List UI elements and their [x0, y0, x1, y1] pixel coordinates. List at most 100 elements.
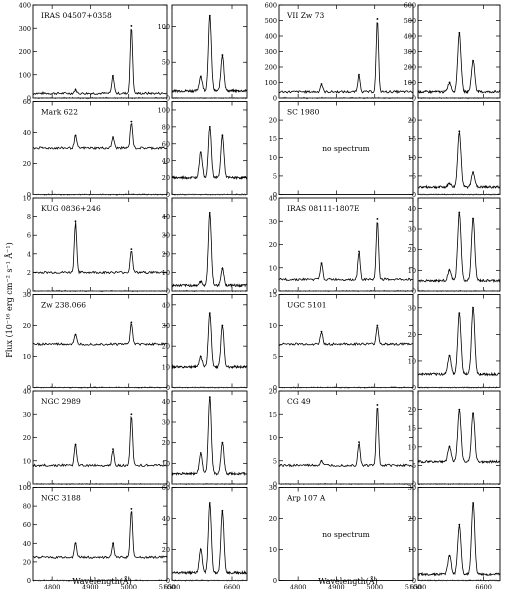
line-peak-point	[199, 355, 202, 358]
residual-line	[171, 482, 248, 486]
y-tick-label: 300	[19, 25, 31, 33]
line-peak-point	[199, 452, 202, 454]
panel-frame	[171, 390, 248, 485]
spectrum-line	[278, 222, 414, 282]
spectrum-line	[417, 211, 501, 284]
y-tick-label: 20	[23, 160, 31, 168]
line-peak-point	[221, 509, 224, 512]
residual-line	[171, 385, 248, 390]
line-peak-point	[458, 408, 461, 411]
y-tick-label: 100	[265, 79, 277, 87]
residual-line	[417, 289, 501, 293]
y-tick-label: 0	[412, 95, 416, 103]
line-peak-point	[472, 171, 475, 174]
y-tick-label: 10	[23, 353, 31, 361]
y-tick-label: 0	[273, 288, 277, 296]
spectrum-line	[32, 322, 168, 347]
line-peak-point	[130, 321, 133, 324]
panel-title: NGC 2989	[41, 397, 81, 406]
panel-frame	[417, 101, 501, 195]
line-peak-point	[74, 542, 77, 545]
y-tick-label: 20	[408, 117, 416, 125]
y-tick-label: 40	[162, 398, 170, 406]
line-peak-point	[472, 59, 475, 62]
line-peak-point	[74, 443, 77, 446]
line-peak-point	[112, 448, 114, 451]
y-tick-label: 0	[273, 481, 277, 489]
y-tick-label: 30	[408, 484, 416, 492]
residual-line	[32, 193, 168, 196]
line-peak-point	[208, 312, 211, 314]
line-peak-point	[112, 75, 114, 77]
y-tick-label: 10	[162, 269, 170, 277]
x-tick-label: 4800	[44, 584, 61, 589]
y-tick-label: 400	[19, 2, 31, 10]
spectrum-line	[278, 326, 414, 347]
line-peak-point	[320, 83, 323, 85]
residual-line	[418, 579, 501, 583]
residual-line	[32, 386, 168, 389]
y-tick-label: 0	[166, 577, 170, 585]
panel-frame	[171, 197, 248, 292]
y-tick-label: 0	[166, 288, 170, 296]
y-tick-label: 0	[166, 384, 170, 392]
x-tick-label: 4800	[290, 584, 307, 589]
y-tick-label: 15	[408, 425, 416, 433]
panel-frame	[417, 4, 501, 99]
panel-title: Mark 622	[41, 108, 78, 117]
y-tick-label: 10	[269, 434, 277, 442]
y-tick-label: 0	[166, 481, 170, 489]
y-tick-label: 0	[412, 384, 416, 392]
y-tick-label: 30	[408, 226, 416, 234]
y-tick-label: 6	[27, 232, 31, 240]
y-tick-label: 15	[269, 411, 277, 419]
y-tick-label: 20	[162, 546, 170, 554]
y-tick-label: 40	[162, 515, 170, 523]
spectrum-line	[417, 408, 501, 465]
right-panel-11: 0 10 20 30 6500 6600	[408, 484, 501, 589]
y-tick-label: 100	[19, 71, 31, 79]
y-tick-label: 40	[23, 540, 31, 548]
y-tick-label: 40	[162, 301, 170, 309]
panel-frame	[171, 487, 248, 581]
y-tick-label: 10	[269, 546, 277, 554]
y-tick-label: 60	[23, 521, 31, 529]
panel-title: SC 1980	[287, 108, 320, 117]
y-tick-label: 80	[23, 503, 31, 511]
y-tick-label: 50	[162, 59, 170, 67]
y-tick-label: 40	[23, 129, 31, 137]
line-peak-point	[130, 248, 133, 251]
spectrum-line	[417, 32, 501, 95]
right-panel-10: 0 20 40 60 6500 6600	[162, 484, 248, 589]
x-tick-label: 6600	[475, 584, 492, 589]
residual-line	[417, 482, 501, 486]
line-peak-point	[458, 130, 461, 133]
residual-line	[278, 289, 414, 293]
line-peak-point	[458, 32, 461, 34]
y-tick-label: 100	[19, 484, 31, 492]
line-peak-point	[74, 220, 77, 223]
y-tick-label: 0	[27, 481, 31, 489]
y-tick-label: 20	[269, 388, 277, 396]
residual-line	[417, 96, 501, 100]
y-tick-label: 10	[408, 154, 416, 162]
y-tick-label: 20	[269, 117, 277, 125]
line-peak-point	[320, 330, 323, 333]
panel-title: IRAS 08111-1807E	[287, 204, 360, 213]
panel-frame	[32, 487, 168, 581]
right-panel-7: 0 10 20 30	[408, 294, 501, 392]
no-spectrum-label: no spectrum	[322, 530, 370, 539]
line-peak-point	[221, 324, 224, 327]
y-tick-label: 10	[408, 267, 416, 275]
no-spectrum-label: no spectrum	[322, 144, 370, 153]
line-peak-point	[74, 134, 77, 137]
spectrum-line	[171, 313, 248, 370]
spectrum-line	[171, 14, 248, 94]
y-tick-label: 10	[23, 195, 31, 203]
line-peak-point	[199, 75, 202, 78]
y-tick-label: 20	[23, 322, 31, 330]
y-tick-label: 80	[162, 123, 170, 131]
spectrum-line	[417, 502, 501, 577]
y-tick-label: 500	[404, 17, 416, 25]
